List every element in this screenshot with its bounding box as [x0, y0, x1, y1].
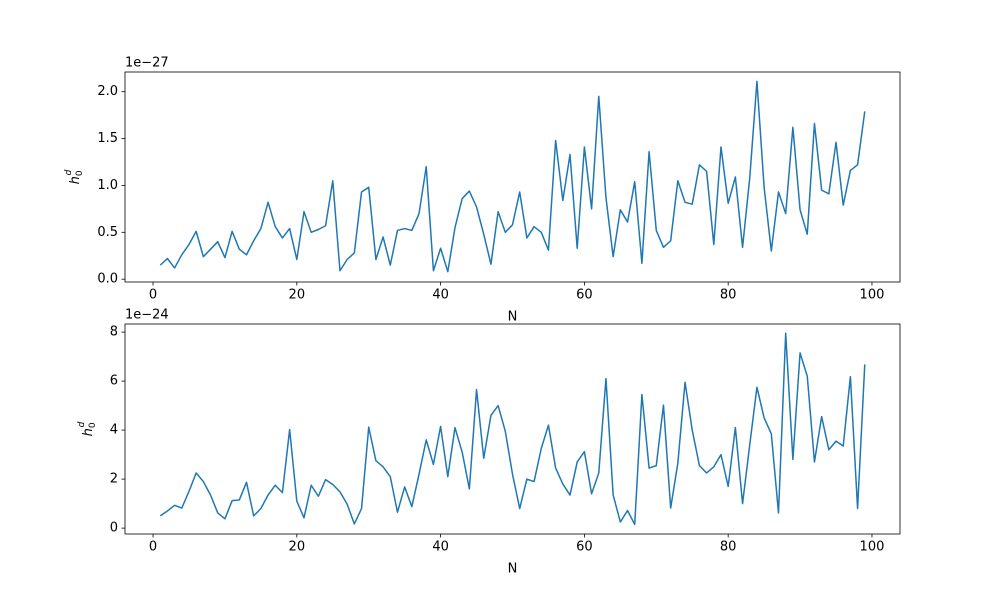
- x-tick-label: 60: [576, 540, 593, 555]
- y-tick-label: 0.5: [97, 225, 118, 240]
- x-tick-label: 100: [860, 540, 885, 555]
- y-label-sub: 0: [75, 170, 85, 176]
- y-axis-label: h0d: [77, 421, 98, 436]
- y-tick-label: 8: [110, 325, 118, 340]
- y-axis-label: h0d: [64, 169, 85, 184]
- y-label-sup: d: [77, 421, 87, 427]
- offset-text: 1e−27: [125, 56, 169, 71]
- y-label-sup: d: [64, 169, 74, 175]
- data-line: [159, 332, 866, 526]
- axes-frame: [124, 71, 901, 283]
- y-label-sub: 0: [88, 422, 98, 428]
- x-tick-label: 80: [720, 288, 737, 303]
- x-tick-label: 20: [289, 540, 306, 555]
- y-tick-label: 1.5: [97, 131, 118, 146]
- y-tick-label: 0.0: [97, 272, 118, 287]
- y-tick-label: 4: [110, 423, 118, 438]
- y-tick-label: 2.0: [97, 84, 118, 99]
- x-tick-label: 20: [289, 288, 306, 303]
- y-tick-label: 1.0: [97, 178, 118, 193]
- y-label-base: h: [81, 428, 96, 436]
- y-label-base: h: [68, 176, 83, 184]
- x-tick-label: 60: [576, 288, 593, 303]
- y-tick-label: 2: [110, 472, 118, 487]
- y-tick-label: 6: [110, 374, 118, 389]
- x-tick-label: 40: [432, 288, 449, 303]
- x-tick-label: 100: [860, 288, 885, 303]
- x-tick-label: 80: [720, 540, 737, 555]
- y-tick-label: 0: [110, 521, 118, 536]
- x-tick-label: 40: [432, 540, 449, 555]
- plot-area: [159, 80, 866, 273]
- x-tick-label: 0: [149, 540, 157, 555]
- x-axis-label: N: [508, 562, 518, 577]
- x-axis-label: N: [508, 310, 518, 325]
- offset-text: 1e−24: [125, 308, 169, 323]
- axes-frame: [124, 323, 901, 535]
- data-line: [159, 80, 866, 273]
- plot-area: [159, 332, 866, 526]
- x-tick-label: 0: [149, 288, 157, 303]
